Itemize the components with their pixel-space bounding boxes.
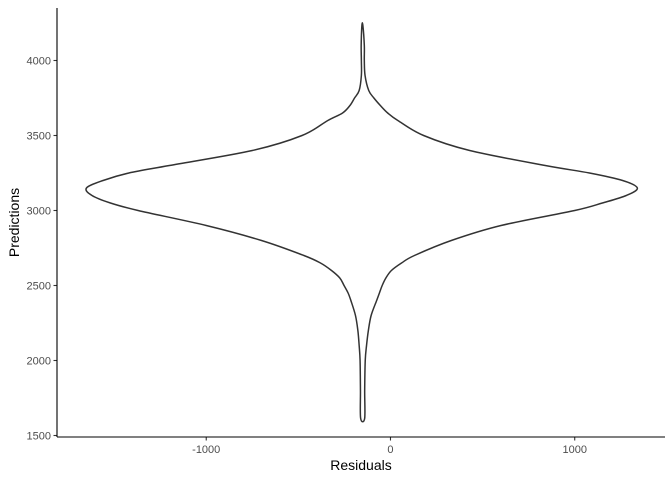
x-tick-label: -1000: [192, 444, 220, 456]
x-tick-label: 0: [387, 444, 393, 456]
violin-shape: [85, 21, 639, 423]
y-tick-label: 3000: [27, 206, 51, 218]
y-tick-label: 2000: [27, 356, 51, 368]
y-tick-label: 4000: [27, 56, 51, 68]
y-axis-title: Predictions: [6, 188, 22, 257]
x-axis-title: Residuals: [330, 457, 391, 473]
y-tick-label: 2500: [27, 281, 51, 293]
y-tick-label: 3500: [27, 131, 51, 143]
ticks-layer: 1500 2000 2500 3000 3500 4000 -1000 0 1000: [27, 56, 587, 457]
y-tick-label: 1500: [27, 431, 51, 443]
x-tick-label: 1000: [562, 444, 586, 456]
violin-layer: [85, 21, 639, 423]
